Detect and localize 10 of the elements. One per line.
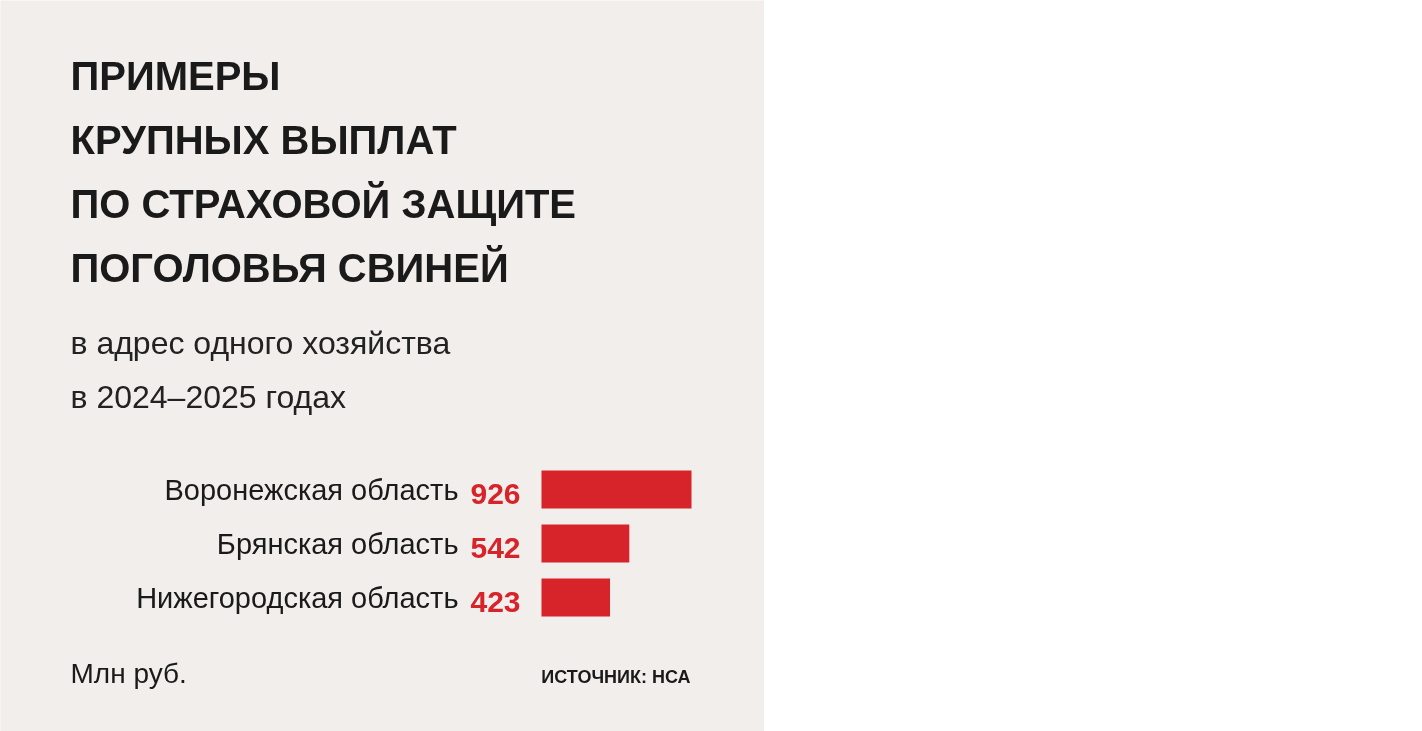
text: в адрес одного хозяйства в 2024–2025 годах <box>70 324 451 415</box>
y-tick-label: Нижегородская область <box>136 581 459 614</box>
text: ИСТОЧНИК: НСА <box>541 666 691 687</box>
text: Млн руб. <box>70 658 187 689</box>
y-tick-label: Воронежская область <box>164 473 459 506</box>
y-tick-label: Брянская область <box>216 527 459 560</box>
chart-title: ПРИМЕРЫ КРУПНЫХ ВЫПЛАТ ПО СТРАХОВОЙ ЗАЩИТЕ ПОГОЛОВЬЯ СВИНЕЙ <box>70 53 577 290</box>
data-label: 542 <box>470 530 521 564</box>
data-label: 926 <box>470 476 521 510</box>
data-label: 423 <box>470 584 521 618</box>
